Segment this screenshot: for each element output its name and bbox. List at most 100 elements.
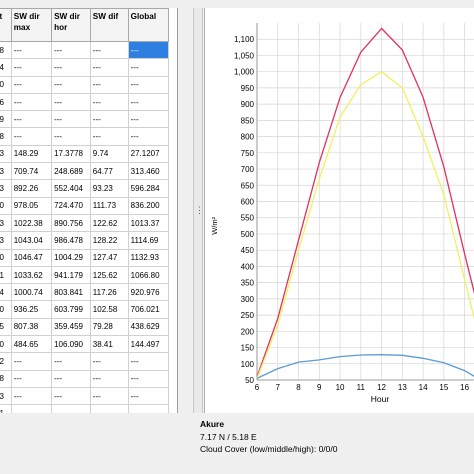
table-cell[interactable]: 836.200 — [127, 196, 170, 215]
table-cell[interactable]: --- — [10, 110, 53, 129]
table-cell[interactable]: 706.021 — [127, 300, 170, 319]
table-row[interactable]: 71------------ — [0, 404, 170, 413]
table-cell[interactable]: 127.47 — [89, 248, 129, 267]
table-cell[interactable]: --- — [127, 92, 170, 112]
table-cell[interactable]: --- — [89, 369, 129, 388]
table-cell[interactable]: 102.58 — [89, 300, 129, 319]
table-cell[interactable]: 17.3778 — [51, 144, 91, 164]
table-row[interactable]: 68------------ — [0, 40, 170, 60]
table-cell[interactable]: 1043.04 — [10, 231, 53, 250]
table-cell[interactable]: 122.62 — [89, 213, 129, 233]
column-header-time[interactable]: at — [0, 8, 12, 42]
table-cell[interactable]: 93 — [0, 231, 12, 250]
table-cell[interactable]: 936.25 — [10, 300, 53, 319]
table-cell[interactable]: --- — [127, 75, 170, 94]
table-cell[interactable]: 20 — [0, 248, 12, 267]
table-cell[interactable]: 21 — [0, 265, 12, 285]
table-cell[interactable]: 84 — [0, 58, 12, 77]
panel-splitter[interactable]: ⋮ — [193, 8, 204, 413]
table-cell[interactable]: 38.41 — [89, 335, 129, 354]
table-cell[interactable]: 1066.80 — [127, 265, 170, 285]
table-cell[interactable]: 93 — [0, 162, 12, 181]
table-cell[interactable]: --- — [127, 369, 170, 388]
table-cell[interactable]: 484.65 — [10, 335, 53, 354]
table-cell[interactable]: 20 — [0, 300, 12, 319]
table-cell[interactable]: 359.459 — [51, 317, 91, 337]
table-cell[interactable]: 1004.29 — [51, 248, 91, 267]
table-cell[interactable]: --- — [10, 386, 53, 406]
table-cell[interactable]: 724.470 — [51, 196, 91, 215]
table-cell[interactable]: --- — [10, 75, 53, 94]
table-cell[interactable]: 45 — [0, 317, 12, 337]
table-cell[interactable]: --- — [51, 40, 91, 60]
table-cell[interactable]: --- — [89, 40, 129, 60]
table-cell[interactable]: --- — [89, 58, 129, 77]
table-cell[interactable]: 106.090 — [51, 335, 91, 354]
table-cell[interactable]: --- — [10, 40, 53, 60]
table-cell[interactable]: --- — [51, 404, 91, 413]
table-cell[interactable]: --- — [51, 58, 91, 77]
table-cell[interactable]: 80 — [0, 196, 12, 215]
table-cell[interactable]: --- — [51, 369, 91, 388]
table-cell[interactable]: --- — [127, 352, 170, 371]
table-cell[interactable]: --- — [10, 404, 53, 413]
table-cell[interactable]: 1033.62 — [10, 265, 53, 285]
table-cell[interactable]: --- — [89, 110, 129, 129]
table-cell[interactable]: --- — [89, 92, 129, 112]
table-cell[interactable]: 90 — [0, 75, 12, 94]
table-cell[interactable]: --- — [10, 92, 53, 112]
table-cell[interactable]: 117.26 — [89, 283, 129, 302]
table-cell[interactable]: 125.62 — [89, 265, 129, 285]
table-cell[interactable]: 79.28 — [89, 317, 129, 337]
table-row[interactable]: 93------------ — [0, 386, 170, 406]
table-cell[interactable]: --- — [10, 369, 53, 388]
table-cell[interactable]: 93 — [0, 179, 12, 198]
table-cell[interactable]: 807.38 — [10, 317, 53, 337]
table-cell[interactable]: 1132.93 — [127, 248, 170, 267]
table-row[interactable]: 09------------ — [0, 110, 170, 129]
table-cell[interactable]: --- — [127, 110, 170, 129]
table-row[interactable]: 90------------ — [0, 75, 170, 94]
table-cell[interactable]: 1000.74 — [10, 283, 53, 302]
table-cell[interactable]: --- — [89, 386, 129, 406]
table-cell[interactable]: 93 — [0, 386, 12, 406]
table-cell[interactable]: 27.1207 — [127, 144, 170, 164]
data-grid[interactable]: at SW dir max SW dir hor SW dif Global 6… — [0, 8, 178, 413]
table-cell[interactable]: 892.26 — [10, 179, 53, 198]
table-cell[interactable]: --- — [89, 75, 129, 94]
table-cell[interactable]: 22 — [0, 352, 12, 371]
table-cell[interactable]: 68 — [0, 40, 12, 60]
table-cell[interactable]: 920.976 — [127, 283, 170, 302]
table-cell[interactable]: 09 — [0, 110, 12, 129]
table-cell[interactable]: --- — [127, 386, 170, 406]
splitter-grip-icon[interactable]: ⋮ — [195, 205, 204, 215]
table-cell[interactable]: --- — [89, 404, 129, 413]
table-row[interactable]: 96------------ — [0, 92, 170, 112]
table-cell[interactable]: 93 — [0, 144, 12, 164]
table-cell[interactable]: 93 — [0, 213, 12, 233]
table-cell[interactable]: 93.23 — [89, 179, 129, 198]
table-cell[interactable]: 64 — [0, 283, 12, 302]
table-cell[interactable]: 941.179 — [51, 265, 91, 285]
table-cell[interactable]: --- — [89, 127, 129, 146]
table-cell[interactable]: --- — [51, 92, 91, 112]
table-cell[interactable]: --- — [127, 58, 170, 77]
table-cell[interactable]: 96 — [0, 92, 12, 112]
table-cell[interactable]: 10 — [0, 335, 12, 354]
table-cell[interactable]: --- — [10, 127, 53, 146]
table-cell[interactable]: --- — [89, 352, 129, 371]
table-cell[interactable]: 986.478 — [51, 231, 91, 250]
table-cell[interactable]: 1114.69 — [127, 231, 170, 250]
table-cell[interactable]: 1022.38 — [10, 213, 53, 233]
table-cell[interactable]: 978.05 — [10, 196, 53, 215]
table-cell[interactable]: --- — [51, 110, 91, 129]
table-cell[interactable]: 709.74 — [10, 162, 53, 181]
table-cell[interactable]: --- — [10, 352, 53, 371]
